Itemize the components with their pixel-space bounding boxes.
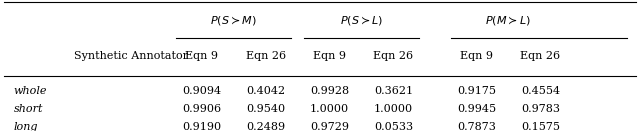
- Text: 1.0000: 1.0000: [310, 104, 349, 114]
- Text: $P(M \succ L)$: $P(M \succ L)$: [485, 14, 531, 27]
- Text: Eqn 26: Eqn 26: [373, 51, 413, 61]
- Text: 0.4042: 0.4042: [246, 86, 285, 96]
- Text: Eqn 9: Eqn 9: [313, 51, 346, 61]
- Text: 0.2489: 0.2489: [246, 122, 285, 131]
- Text: 0.9906: 0.9906: [182, 104, 221, 114]
- Text: Eqn 26: Eqn 26: [520, 51, 561, 61]
- Text: long: long: [13, 122, 38, 131]
- Text: 0.9175: 0.9175: [457, 86, 496, 96]
- Text: $P(S \succ M)$: $P(S \succ M)$: [211, 14, 257, 27]
- Text: Synthetic Annotator: Synthetic Annotator: [74, 51, 188, 61]
- Text: Eqn 9: Eqn 9: [186, 51, 218, 61]
- Text: 0.0533: 0.0533: [374, 122, 413, 131]
- Text: $P(S \succ L)$: $P(S \succ L)$: [340, 14, 383, 27]
- Text: 0.9540: 0.9540: [246, 104, 285, 114]
- Text: 0.9729: 0.9729: [310, 122, 349, 131]
- Text: 0.3621: 0.3621: [374, 86, 413, 96]
- Text: 0.9928: 0.9928: [310, 86, 349, 96]
- Text: 0.9190: 0.9190: [182, 122, 221, 131]
- Text: whole: whole: [13, 86, 47, 96]
- Text: 0.1575: 0.1575: [521, 122, 560, 131]
- Text: short: short: [13, 104, 43, 114]
- Text: 0.7873: 0.7873: [457, 122, 496, 131]
- Text: 1.0000: 1.0000: [374, 104, 413, 114]
- Text: Eqn 9: Eqn 9: [460, 51, 493, 61]
- Text: 0.4554: 0.4554: [521, 86, 560, 96]
- Text: 0.9094: 0.9094: [182, 86, 221, 96]
- Text: 0.9945: 0.9945: [457, 104, 496, 114]
- Text: 0.9783: 0.9783: [521, 104, 560, 114]
- Text: Eqn 26: Eqn 26: [246, 51, 286, 61]
